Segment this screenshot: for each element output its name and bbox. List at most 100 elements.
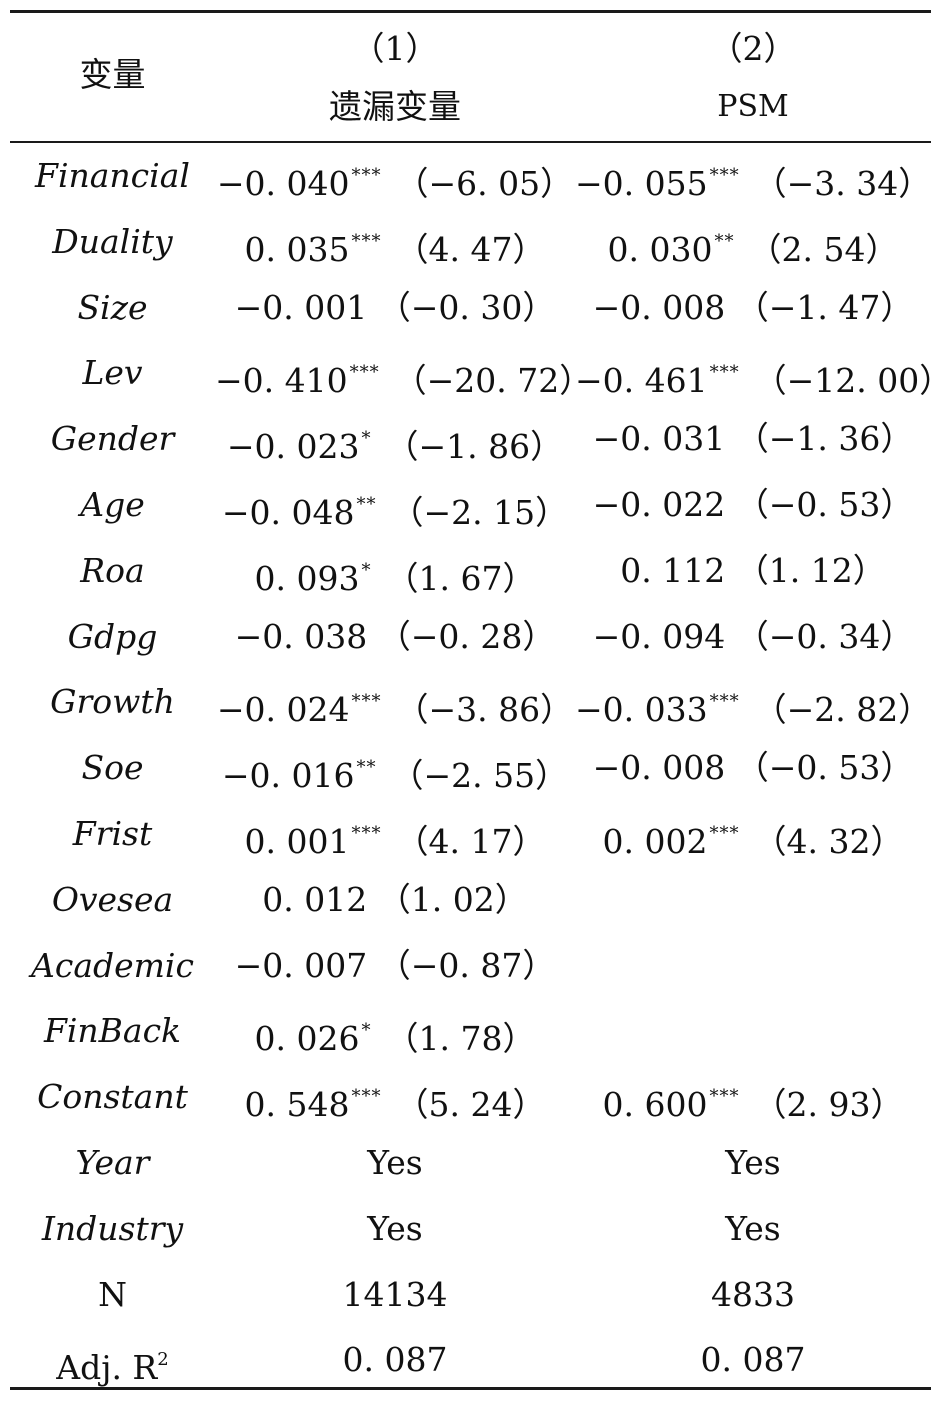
significance-stars: ***: [709, 165, 740, 186]
col2-value: −0. 022 （−0. 53）: [575, 472, 931, 538]
coefficient: 0. 012: [262, 879, 368, 919]
col1-value: 0. 093 * （1. 67）: [215, 538, 575, 604]
col2-value: −0. 008 （−0. 53）: [575, 735, 931, 801]
table-row: Year Yes Yes: [10, 1130, 931, 1196]
t-statistic: （4. 32）: [753, 821, 904, 861]
col2-value: [575, 867, 931, 933]
coefficient: −0. 410: [215, 361, 348, 401]
cell-text: Yes: [725, 1208, 781, 1248]
header-col2-label: PSM: [717, 89, 789, 124]
superscript: 2: [157, 1349, 169, 1371]
coefficient: −0. 031: [592, 419, 726, 459]
cell-text: 14134: [342, 1274, 448, 1314]
table-row: Financial −0. 040 *** （−6. 05） −0. 055 *** （−3…: [10, 143, 931, 209]
t-statistic: （−0. 87）: [377, 945, 556, 985]
table-row: Academic −0. 007 （−0. 87）: [10, 933, 931, 999]
table-row: Age −0. 048 ** （−2. 15） −0. 022 （−0. 53）: [10, 472, 931, 538]
variable-name: Adj. R2: [10, 1327, 215, 1393]
table-row: Constant 0. 548 *** （5. 24） 0. 600 *** （2. 93）: [10, 1064, 931, 1130]
significance-stars: ***: [351, 165, 382, 186]
variable-label: Duality: [52, 221, 173, 261]
variable-name: Age: [10, 472, 215, 538]
col1-value: −0. 001 （−0. 30）: [215, 275, 575, 341]
col2-value: 0. 112 （1. 12）: [575, 538, 931, 604]
coefficient: 0. 112: [620, 550, 726, 590]
col1-value: Yes: [215, 1130, 575, 1196]
variable-name: N: [10, 1262, 215, 1328]
coefficient: −0. 094: [592, 616, 726, 656]
col1-value: 14134: [215, 1262, 575, 1328]
coefficient: 0. 002: [602, 821, 708, 861]
significance-stars: ***: [709, 362, 740, 384]
table-row: FinBack 0. 026 * （1. 78）: [10, 998, 931, 1064]
col1-value: 0. 012 （1. 02）: [215, 867, 575, 933]
variable-name: Soe: [10, 735, 215, 801]
variable-label: Gender: [50, 419, 175, 459]
col1-value: −0. 007 （−0. 87）: [215, 933, 575, 999]
col2-value: 0. 087: [575, 1327, 931, 1393]
col2-value: [575, 998, 931, 1064]
table-body: Financial −0. 040 *** （−6. 05） −0. 055 *** （−3…: [10, 143, 938, 1393]
col1-value: 0. 548 *** （5. 24）: [215, 1064, 575, 1130]
significance-stars: **: [714, 230, 735, 252]
variable-label: Frist: [72, 813, 153, 853]
coefficient: 0. 026: [254, 1019, 360, 1059]
cell-text: Yes: [725, 1142, 781, 1182]
col2-value: −0. 033 *** （−2. 82）: [575, 669, 931, 735]
variable-label: Financial: [35, 156, 190, 195]
significance-stars: **: [356, 493, 377, 515]
variable-name: Gender: [10, 406, 215, 472]
significance-stars: ***: [351, 691, 382, 713]
variable-name: Lev: [10, 340, 215, 406]
table-row: Roa 0. 093 * （1. 67） 0. 112 （1. 12）: [10, 538, 931, 604]
coefficient: −0. 007: [234, 945, 368, 985]
variable-label: N: [98, 1274, 127, 1314]
col2-value: 0. 030 ** （2. 54）: [575, 209, 931, 275]
table-bottom-rule: [10, 1387, 931, 1390]
t-statistic: （−3. 34）: [753, 164, 932, 203]
t-statistic: （−0. 53）: [735, 748, 914, 788]
variable-name: Ovesea: [10, 867, 215, 933]
table-top-rule: [10, 10, 931, 13]
coefficient: −0. 040: [216, 164, 350, 203]
col2-value: −0. 031 （−1. 36）: [575, 406, 931, 472]
variable-label: Soe: [81, 748, 144, 788]
variable-label: Size: [77, 287, 148, 327]
variable-name: Roa: [10, 538, 215, 604]
col2-value: [575, 933, 931, 999]
variable-name: Frist: [10, 801, 215, 867]
col1-value: −0. 023 * （−1. 86）: [215, 406, 575, 472]
coefficient: −0. 033: [575, 690, 708, 730]
t-statistic: （1. 78）: [385, 1019, 536, 1059]
significance-stars: ***: [351, 230, 382, 252]
variable-name: FinBack: [10, 998, 215, 1064]
t-statistic: （2. 54）: [748, 229, 899, 269]
significance-stars: ***: [351, 822, 382, 844]
table-row: Growth −0. 024 *** （−3. 86） −0. 033 *** （−2. 8…: [10, 669, 931, 735]
cell-text: Yes: [367, 1208, 423, 1248]
table-header-rule: [10, 141, 931, 143]
header-col1-number: （1）: [351, 29, 439, 68]
t-statistic: （1. 12）: [735, 550, 886, 590]
col2-value: −0. 055 *** （−3. 34）: [575, 143, 931, 209]
table-row: Duality 0. 035 *** （4. 47） 0. 030 ** （2. 54）: [10, 209, 931, 275]
coefficient: 0. 093: [254, 558, 360, 598]
significance-stars: ***: [709, 822, 740, 844]
coefficient: 0. 030: [607, 229, 713, 269]
coefficient: −0. 461: [575, 361, 708, 401]
t-statistic: （4. 47）: [395, 229, 546, 269]
t-statistic: （−2. 82）: [753, 690, 932, 730]
t-statistic: （−0. 53）: [735, 484, 914, 524]
t-statistic: （2. 93）: [753, 1085, 904, 1125]
cell-text: Yes: [367, 1142, 423, 1182]
coefficient: −0. 024: [216, 690, 350, 730]
header-col1-label: 遗漏变量: [329, 87, 461, 126]
table-row: Soe −0. 016 ** （−2. 55） −0. 008 （−0. 53）: [10, 735, 931, 801]
variable-label: Ovesea: [51, 879, 174, 919]
t-statistic: （5. 24）: [395, 1085, 546, 1125]
col1-value: Yes: [215, 1196, 575, 1262]
cell-text: 0. 087: [700, 1340, 806, 1380]
table-row: Ovesea 0. 012 （1. 02）: [10, 867, 931, 933]
variable-label: Lev: [82, 353, 143, 393]
coefficient: −0. 008: [592, 287, 726, 327]
